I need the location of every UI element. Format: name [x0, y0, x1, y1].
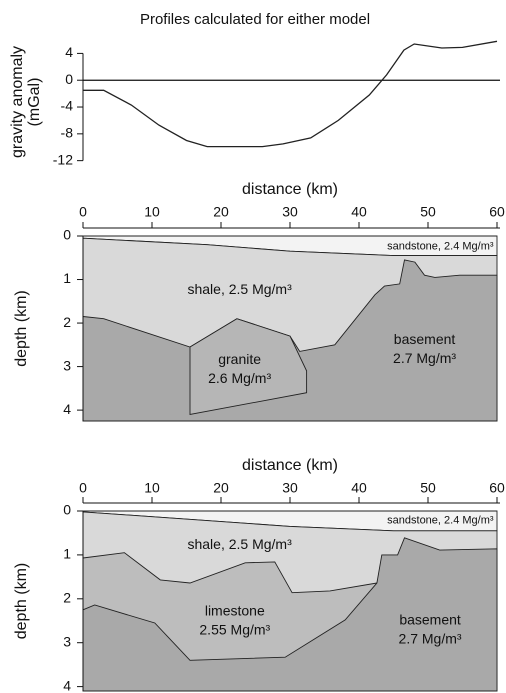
x-tick-label: 20	[213, 480, 229, 496]
y-tick-label: 2	[63, 590, 71, 606]
x-tick-label: 60	[489, 204, 505, 220]
layer	[189, 318, 308, 416]
x-axis-label: distance (km)	[242, 457, 338, 474]
x-tick-label: 10	[144, 204, 160, 220]
y-tick-label: 4	[63, 401, 71, 417]
x-tick-label: 60	[489, 480, 505, 496]
y-axis-label: depth (km)	[13, 563, 30, 639]
y-tick-label: -12	[53, 151, 73, 167]
x-tick-label: 20	[213, 204, 229, 220]
y-axis-label: gravity anomaly	[9, 46, 26, 158]
y-tick-label: 0	[63, 502, 71, 518]
layer-label: limestone	[205, 603, 265, 619]
gravity-line	[83, 40, 498, 148]
layer-label: shale, 2.5 Mg/m³	[187, 536, 292, 552]
x-tick-label: 50	[420, 480, 436, 496]
layer	[82, 537, 498, 692]
x-tick-label: 40	[351, 204, 367, 220]
y-tick-label: 4	[63, 677, 71, 693]
y-tick-label: 1	[63, 546, 71, 562]
y-tick-label: 3	[63, 633, 71, 649]
layer-label: basement	[399, 611, 461, 627]
layer-label: basement	[394, 331, 456, 347]
y-tick-label: 1	[63, 270, 71, 286]
x-tick-label: 10	[144, 480, 160, 496]
layer-label: sandstone, 2.4 Mg/m³	[387, 240, 494, 252]
layer-label: 2.55 Mg/m³	[199, 622, 270, 638]
y-tick-label: -8	[61, 125, 74, 141]
y-axis-label: (mGal)	[26, 78, 43, 127]
layer-label: sandstone, 2.4 Mg/m³	[387, 515, 494, 527]
y-tick-label: 0	[63, 227, 71, 243]
x-tick-label: 50	[420, 204, 436, 220]
x-axis-label: distance (km)	[242, 181, 338, 198]
layer-label: 2.7 Mg/m³	[393, 350, 456, 366]
y-tick-label: -4	[61, 98, 74, 114]
layer-label: 2.6 Mg/m³	[208, 370, 271, 386]
y-axis-label: depth (km)	[13, 290, 30, 366]
y-tick-label: 0	[65, 71, 73, 87]
y-tick-label: 3	[63, 357, 71, 373]
x-tick-label: 30	[282, 480, 298, 496]
y-tick-label: 4	[65, 44, 73, 60]
layer-label: shale, 2.5 Mg/m³	[187, 281, 292, 297]
chart-title: Profiles calculated for either model	[140, 11, 370, 28]
x-tick-label: 40	[351, 480, 367, 496]
x-tick-label: 30	[282, 204, 298, 220]
x-tick-label: 0	[79, 480, 87, 496]
y-tick-label: 2	[63, 314, 71, 330]
x-tick-label: 0	[79, 204, 87, 220]
layer-label: 2.7 Mg/m³	[399, 630, 462, 646]
layer-label: granite	[218, 351, 261, 367]
